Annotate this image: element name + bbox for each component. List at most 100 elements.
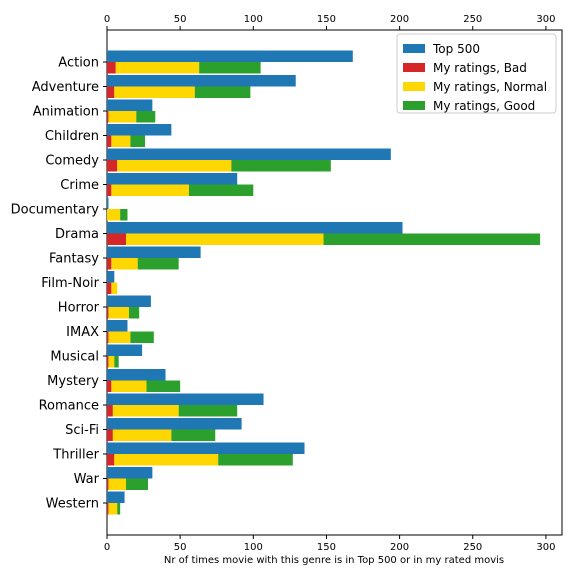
bar-bad-mystery [107, 380, 112, 392]
bar-top500-drama [107, 222, 403, 234]
legend-label-1: My ratings, Bad [433, 61, 527, 75]
x-tick-label-top-100: 100 [244, 14, 263, 25]
x-tick-label-top-300: 300 [536, 14, 555, 25]
category-label-war: War [74, 472, 100, 487]
bars-group [107, 50, 541, 515]
bar-top500-documentary [107, 197, 109, 209]
x-tick-label-top-0: 0 [104, 14, 110, 25]
x-tick-label-bottom-50: 50 [174, 542, 187, 553]
bar-normal-action [115, 62, 200, 74]
bar-normal-western [108, 503, 118, 515]
bar-normal-crime [111, 184, 189, 196]
bar-top500-romance [107, 393, 264, 405]
bar-normal-horror [108, 307, 129, 319]
category-label-drama: Drama [55, 227, 99, 242]
bar-good-thriller [218, 454, 293, 466]
legend-label-2: My ratings, Normal [433, 80, 547, 94]
legend: Top 500 My ratings, Bad My ratings, Normal… [396, 33, 557, 114]
legend-swatch-1 [403, 63, 425, 72]
x-axis-label: Nr of times movie with this genre is in … [164, 555, 504, 566]
bar-good-adventure [194, 86, 251, 98]
bar-bad-romance [107, 405, 113, 417]
ticks-group: Action Adventure Animation Children Comedy Cr… [11, 14, 556, 553]
bar-top500-fantasy [107, 246, 201, 258]
bar-normal-adventure [114, 86, 195, 98]
bar-bad-western [107, 503, 109, 515]
bar-top500-children [107, 124, 172, 136]
bar-bad-fantasy [107, 258, 112, 270]
bar-good-war [126, 478, 148, 490]
bar-good-documentary [120, 209, 128, 221]
bar-normal-children [111, 135, 131, 147]
category-label-animation: Animation [33, 105, 99, 120]
category-label-mystery: Mystery [47, 374, 99, 389]
category-label-action: Action [58, 56, 99, 71]
bar-normal-animation [108, 111, 137, 123]
bar-good-comedy [231, 160, 331, 172]
bar-normal-comedy [117, 160, 232, 172]
bar-top500-comedy [107, 148, 391, 160]
bar-good-sci-fi [171, 429, 216, 441]
category-label-thriller: Thriller [52, 448, 99, 463]
bar-good-children [130, 135, 146, 147]
bar-normal-war [108, 478, 127, 490]
bar-normal-romance [112, 405, 179, 417]
x-tick-label-bottom-150: 150 [317, 542, 336, 553]
bar-bad-children [107, 135, 112, 147]
x-tick-label-top-200: 200 [390, 14, 409, 25]
bar-top500-adventure [107, 75, 296, 87]
bar-good-horror [128, 307, 140, 319]
category-label-adventure: Adventure [32, 80, 99, 95]
legend-swatch-0 [403, 44, 425, 53]
bar-bad-drama [107, 233, 127, 245]
legend-box [396, 33, 557, 114]
bar-good-action [199, 62, 261, 74]
bar-bad-adventure [107, 86, 115, 98]
bar-bad-film-noir [107, 282, 112, 294]
bar-normal-film-noir [111, 282, 118, 294]
category-label-fantasy: Fantasy [49, 252, 99, 267]
bar-bad-imax [107, 331, 109, 343]
bar-top500-thriller [107, 442, 305, 454]
category-label-comedy: Comedy [45, 154, 99, 169]
category-label-horror: Horror [58, 301, 100, 316]
bar-bad-comedy [107, 160, 118, 172]
bar-bad-sci-fi [107, 429, 113, 441]
bar-top500-crime [107, 173, 238, 185]
bar-good-drama [323, 233, 541, 245]
bar-top500-horror [107, 295, 151, 307]
bar-normal-thriller [114, 454, 219, 466]
category-label-imax: IMAX [66, 325, 99, 340]
bar-top500-animation [107, 99, 153, 111]
bar-good-romance [178, 405, 238, 417]
bar-good-western [117, 503, 121, 515]
bar-top500-mystery [107, 369, 166, 381]
bar-bad-horror [107, 307, 109, 319]
bar-top500-action [107, 50, 353, 62]
bar-top500-film-noir [107, 271, 115, 283]
category-label-musical: Musical [50, 350, 99, 365]
x-tick-label-top-250: 250 [463, 14, 482, 25]
bar-good-mystery [146, 380, 181, 392]
bar-top500-musical [107, 344, 143, 356]
legend-swatch-3 [403, 101, 425, 110]
bar-top500-sci-fi [107, 418, 242, 430]
bar-normal-fantasy [111, 258, 138, 270]
x-tick-label-bottom-0: 0 [104, 542, 110, 553]
bar-bad-crime [107, 184, 112, 196]
bar-top500-western [107, 491, 125, 503]
x-tick-label-top-50: 50 [174, 14, 187, 25]
bar-top500-war [107, 467, 153, 479]
category-label-crime: Crime [60, 178, 99, 193]
bar-good-musical [114, 356, 119, 368]
bar-good-animation [136, 111, 156, 123]
category-label-film-noir: Film-Noir [41, 276, 99, 291]
category-label-romance: Romance [39, 399, 99, 414]
legend-label-3: My ratings, Good [433, 99, 535, 113]
bar-good-imax [130, 331, 154, 343]
category-label-western: Western [46, 497, 99, 512]
bar-top500-imax [107, 320, 128, 332]
bar-normal-sci-fi [112, 429, 172, 441]
